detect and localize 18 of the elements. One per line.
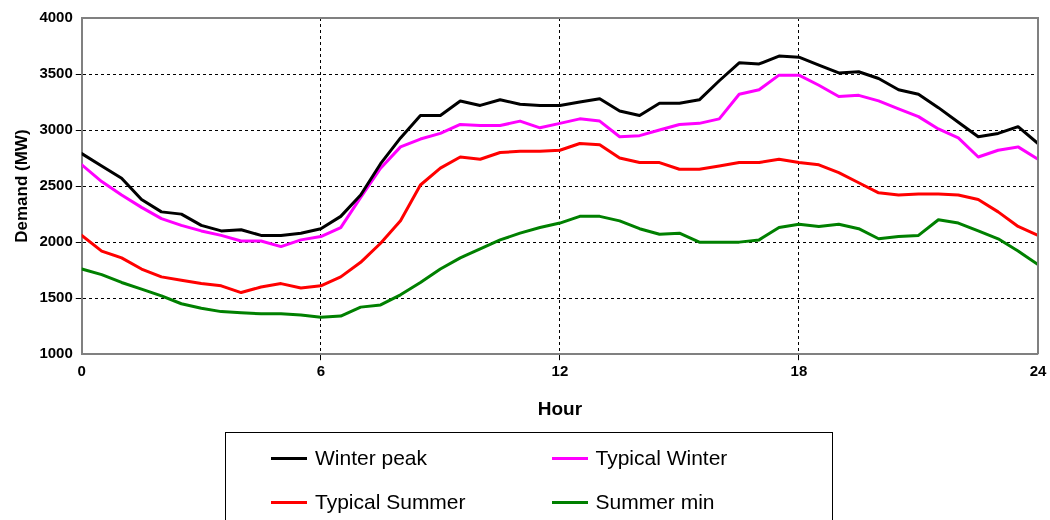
x-tick-label: 0: [77, 362, 86, 380]
legend-label: Summer min: [595, 490, 715, 514]
y-tick-label: 3000: [39, 120, 73, 138]
x-tick-label: 18: [790, 362, 808, 380]
x-tick-label: 24: [1029, 362, 1047, 380]
y-tick-label: 4000: [39, 8, 73, 26]
y-tick-label: 2000: [39, 232, 73, 250]
x-tick-label: 6: [316, 362, 325, 380]
y-tick-label: 1500: [39, 288, 73, 306]
legend-label: Typical Summer: [315, 490, 466, 514]
legend-label: Typical Winter: [595, 446, 728, 470]
x-tick-label: 12: [551, 362, 569, 380]
legend-label: Winter peak: [315, 446, 428, 470]
y-axis-title: Demand (MW): [11, 129, 31, 243]
x-axis-title: Hour: [537, 397, 583, 419]
y-tick-label: 1000: [39, 344, 73, 362]
y-tick-label: 3500: [39, 64, 73, 82]
y-tick-label: 2500: [39, 176, 73, 194]
